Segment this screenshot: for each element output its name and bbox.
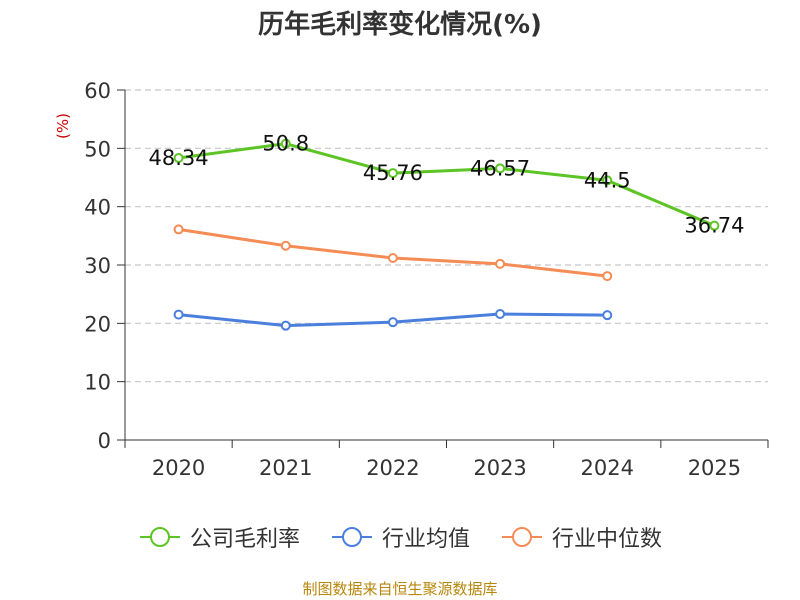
x-tick-label: 2020 — [152, 456, 205, 480]
x-tick-label: 2023 — [473, 456, 526, 480]
data-point — [495, 258, 506, 269]
data-point — [173, 224, 184, 235]
data-point — [495, 163, 506, 174]
y-axis-label: (%) — [54, 113, 72, 139]
x-tick-label: 2022 — [366, 456, 419, 480]
data-label: 48.34 — [149, 146, 209, 170]
series-line — [178, 227, 608, 278]
legend-label-industry-median: 行业中位数 — [552, 527, 663, 552]
source-note: 制图数据来自恒生聚源数据库 — [302, 580, 498, 598]
data-point — [280, 320, 291, 331]
legend-item-company[interactable]: 公司毛利率 — [138, 521, 300, 553]
data-point — [387, 317, 398, 328]
data-label: 44.5 — [584, 168, 631, 192]
y-tick-label: 40 — [84, 196, 111, 220]
x-tick-label: 2021 — [259, 456, 312, 480]
data-point — [387, 168, 398, 179]
data-point — [602, 271, 613, 282]
x-tick-label: 2024 — [581, 456, 634, 480]
data-label: 46.57 — [470, 156, 530, 180]
legend-item-industry-mean[interactable]: 行业均值 — [330, 521, 470, 553]
data-point — [602, 310, 613, 321]
data-label: 50.8 — [262, 132, 309, 156]
chart-title: 历年毛利率变化情况(%) — [258, 10, 542, 40]
data-label: 36.74 — [684, 214, 744, 238]
legend-label-company: 公司毛利率 — [189, 527, 300, 552]
data-point — [173, 309, 184, 320]
legend: 公司毛利率 行业均值 行业中位数 — [0, 520, 800, 554]
legend-item-industry-median[interactable]: 行业中位数 — [500, 521, 662, 553]
legend-marker-company — [139, 527, 180, 547]
data-point — [602, 175, 613, 186]
data-point — [280, 138, 291, 149]
x-tick-label: 2025 — [688, 456, 741, 480]
legend-label-industry-mean: 行业均值 — [381, 527, 470, 552]
data-point — [173, 153, 184, 164]
legend-marker-industry-median — [502, 527, 542, 547]
y-tick-label: 30 — [84, 254, 111, 278]
series-line — [178, 142, 716, 228]
data-label: 45.76 — [363, 161, 423, 185]
y-tick-label: 20 — [84, 312, 111, 336]
y-tick-label: 10 — [84, 371, 111, 395]
data-point — [709, 220, 720, 231]
y-tick-label: 60 — [84, 79, 111, 103]
y-tick-label: 0 — [98, 429, 111, 453]
y-tick-label: 50 — [84, 137, 111, 161]
data-point — [495, 309, 506, 319]
data-point — [280, 240, 291, 251]
data-point — [387, 253, 398, 263]
legend-marker-industry-mean — [331, 527, 372, 547]
